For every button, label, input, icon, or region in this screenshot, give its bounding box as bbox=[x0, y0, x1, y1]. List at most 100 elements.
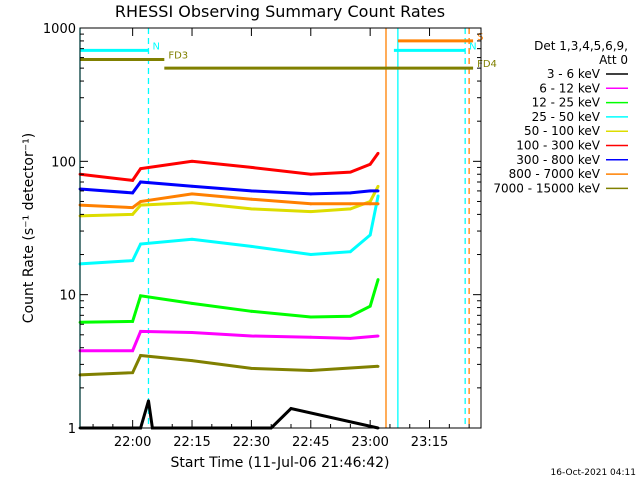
y-tick-label: 1 bbox=[68, 422, 76, 437]
data-point bbox=[139, 203, 142, 207]
series-line bbox=[80, 329, 379, 353]
series-line bbox=[79, 279, 380, 324]
event-bar-label: S bbox=[477, 32, 483, 43]
data-point bbox=[139, 330, 142, 333]
event-bar-label: FD3 bbox=[168, 51, 188, 62]
data-point bbox=[250, 189, 253, 193]
legend-label-5: 100 - 300 keV bbox=[516, 139, 600, 153]
data-point bbox=[376, 202, 380, 206]
legend-label-6: 300 - 800 keV bbox=[516, 153, 600, 167]
data-point bbox=[139, 242, 142, 246]
data-point bbox=[139, 180, 142, 184]
data-point bbox=[376, 194, 380, 198]
event-bar-label: FD4 bbox=[477, 59, 497, 70]
data-point bbox=[309, 253, 313, 256]
data-point bbox=[309, 210, 313, 213]
data-point bbox=[348, 314, 352, 318]
data-point bbox=[190, 237, 194, 241]
legend-label-4: 50 - 100 keV bbox=[524, 124, 601, 138]
legend-header-line-2: Att 0 bbox=[599, 53, 628, 67]
series-6 bbox=[78, 180, 380, 196]
data-point bbox=[309, 335, 313, 339]
event-bar-label: N bbox=[152, 41, 159, 52]
data-point bbox=[190, 331, 194, 334]
event-bar-2: S bbox=[397, 32, 483, 43]
data-point bbox=[139, 200, 142, 203]
data-point bbox=[139, 354, 142, 357]
event-bar-0: N bbox=[80, 41, 160, 52]
data-point bbox=[289, 407, 293, 410]
data-point bbox=[190, 192, 194, 196]
data-point bbox=[348, 207, 352, 211]
data-point bbox=[250, 207, 253, 211]
data-point bbox=[139, 167, 142, 171]
series-lines bbox=[78, 151, 380, 430]
data-point bbox=[147, 399, 150, 403]
data-point bbox=[309, 369, 313, 372]
timestamp: 16-Oct-2021 04:11 bbox=[551, 468, 636, 478]
event-bar-3: FD3 bbox=[80, 51, 188, 62]
data-point bbox=[309, 315, 313, 319]
event-bar-4: FD4 bbox=[164, 59, 497, 70]
series-1 bbox=[78, 329, 380, 353]
y-tick-label: 1000 bbox=[43, 22, 76, 37]
data-point bbox=[131, 178, 135, 182]
data-point bbox=[139, 294, 142, 298]
data-point bbox=[190, 184, 194, 188]
x-tick-label: 22:45 bbox=[292, 435, 329, 450]
x-tick-label: 22:15 bbox=[173, 435, 210, 450]
legend-label-0: 3 - 6 keV bbox=[547, 67, 601, 81]
series-8 bbox=[78, 353, 380, 377]
data-point bbox=[250, 166, 253, 169]
data-point bbox=[250, 366, 253, 370]
legend-label-7: 800 - 7000 keV bbox=[509, 167, 601, 181]
data-point bbox=[309, 172, 313, 176]
data-point bbox=[131, 191, 135, 195]
data-point bbox=[348, 250, 352, 254]
data-point bbox=[348, 202, 352, 206]
data-point bbox=[131, 320, 135, 323]
series-2 bbox=[78, 278, 380, 324]
data-point bbox=[309, 192, 313, 196]
data-point bbox=[250, 309, 253, 313]
data-point bbox=[376, 189, 380, 193]
series-line bbox=[79, 185, 380, 218]
data-point bbox=[190, 359, 194, 363]
data-point bbox=[348, 170, 352, 174]
data-point bbox=[250, 197, 253, 201]
legend-header-line-1: Det 1,3,4,5,6,9, bbox=[534, 39, 628, 53]
series-line bbox=[80, 400, 379, 430]
series-7 bbox=[78, 192, 380, 210]
plot-frame bbox=[79, 27, 482, 429]
x-tick-label: 23:00 bbox=[351, 435, 388, 450]
legend-label-3: 25 - 50 keV bbox=[532, 110, 601, 124]
data-point bbox=[190, 302, 194, 305]
data-point bbox=[250, 245, 253, 248]
event-bar-1: N bbox=[393, 41, 477, 52]
data-point bbox=[131, 206, 135, 209]
data-point bbox=[348, 336, 352, 340]
legend-label-1: 6 - 12 keV bbox=[539, 81, 601, 95]
data-point bbox=[368, 200, 372, 203]
data-point bbox=[131, 259, 135, 263]
data-point bbox=[190, 201, 194, 205]
series-0 bbox=[78, 399, 380, 430]
series-line bbox=[79, 353, 379, 377]
series-line bbox=[79, 180, 379, 196]
event-bar-label: N bbox=[469, 41, 476, 52]
data-point bbox=[131, 349, 135, 353]
data-point bbox=[250, 334, 253, 338]
series-5 bbox=[78, 151, 380, 182]
series-line bbox=[79, 152, 380, 182]
data-point bbox=[309, 202, 313, 206]
data-point bbox=[368, 304, 372, 308]
chart-title: RHESSI Observing Summary Count Rates bbox=[115, 2, 445, 21]
data-point bbox=[368, 162, 372, 166]
data-point bbox=[376, 334, 380, 338]
data-point bbox=[131, 212, 135, 216]
data-point bbox=[368, 189, 372, 193]
data-point bbox=[376, 151, 380, 155]
